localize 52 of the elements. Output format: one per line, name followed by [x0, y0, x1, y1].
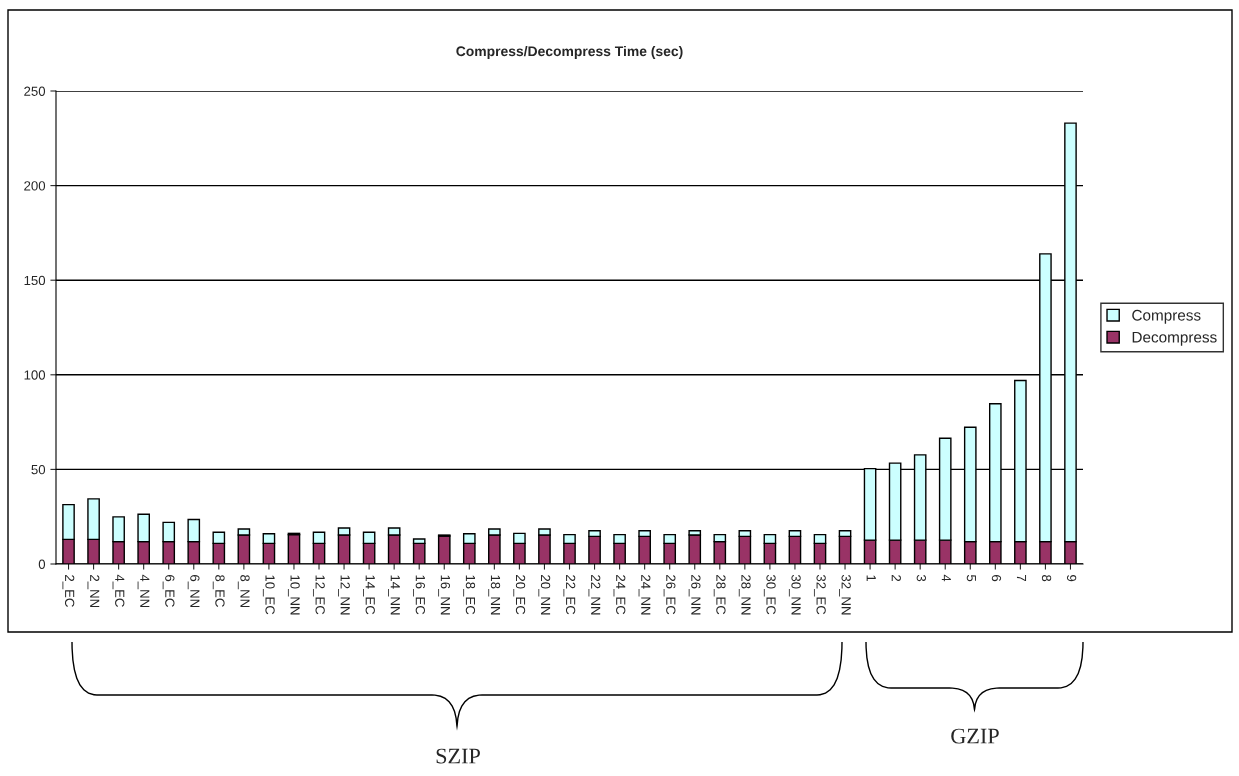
x-tick-label: 4_EC: [112, 574, 125, 607]
x-tick-label: 20_EC: [513, 575, 526, 615]
chart-title: Compress/Decompress Time (sec): [456, 45, 683, 59]
y-tick-label: 150: [24, 275, 46, 286]
legend-label: Compress: [1132, 309, 1201, 324]
x-tick-label: 10_EC: [262, 575, 275, 615]
y-tick-label: 250: [24, 86, 46, 96]
x-tick-label: 1: [866, 575, 876, 582]
x-tick-label: 9: [1066, 575, 1077, 582]
x-tick-label: 28_NN: [738, 575, 751, 615]
x-tick-label: 3: [916, 574, 926, 582]
x-tick-label: 28_EC: [713, 575, 726, 615]
x-tick-label: 24_EC: [613, 575, 626, 615]
x-tick-label: 2: [891, 575, 901, 582]
text: SZIP: [436, 748, 480, 764]
x-tick-label: 32_NN: [839, 574, 851, 615]
x-tick-label: 10_NN: [287, 575, 300, 615]
x-tick-label: 6_EC: [162, 575, 175, 607]
x-tick-label: 4_NN: [137, 574, 150, 608]
x-tick-label: 18_NN: [488, 575, 501, 615]
x-tick-label: 16_EC: [413, 575, 426, 615]
x-tick-label: 16_NN: [438, 575, 451, 615]
x-tick-label: 14_NN: [388, 575, 400, 615]
x-tick-label: 4: [941, 574, 951, 582]
x-tick-label: 2_NN: [87, 575, 100, 608]
x-tick-label: 30_EC: [763, 574, 776, 615]
x-tick-label: 8_NN: [237, 574, 250, 608]
x-tick-label: 20_NN: [538, 575, 551, 615]
text: GZIP: [951, 728, 999, 744]
x-tick-label: 8_EC: [212, 574, 225, 607]
x-tick-label: 2_EC: [62, 575, 75, 607]
x-tick-label: 8: [1041, 574, 1052, 582]
x-tick-label: 22_NN: [588, 575, 601, 615]
x-tick-label: 18_EC: [463, 575, 476, 615]
x-tick-label: 14_EC: [363, 575, 375, 615]
y-tick-label: 200: [24, 181, 46, 191]
x-tick-label: 12_NN: [338, 575, 350, 615]
x-tick-label: 26_EC: [663, 575, 676, 615]
x-tick-label: 12_EC: [312, 575, 325, 615]
x-tick-label: 6_NN: [187, 575, 200, 608]
x-tick-label: 30_NN: [788, 574, 801, 615]
x-tick-label: 7: [1016, 575, 1027, 582]
y-tick-label: 50: [31, 464, 46, 475]
x-tick-label: 32_EC: [813, 574, 826, 615]
y-tick-label: 0: [38, 559, 46, 569]
x-tick-label: 24_NN: [638, 575, 651, 615]
x-tick-label: 26_NN: [688, 575, 701, 615]
legend-label: Decompress: [1132, 331, 1217, 346]
x-tick-label: 5: [966, 574, 976, 582]
y-tick-label: 100: [24, 370, 46, 380]
x-tick-label: 6: [991, 575, 1002, 582]
x-tick-label: 22_EC: [563, 575, 576, 615]
